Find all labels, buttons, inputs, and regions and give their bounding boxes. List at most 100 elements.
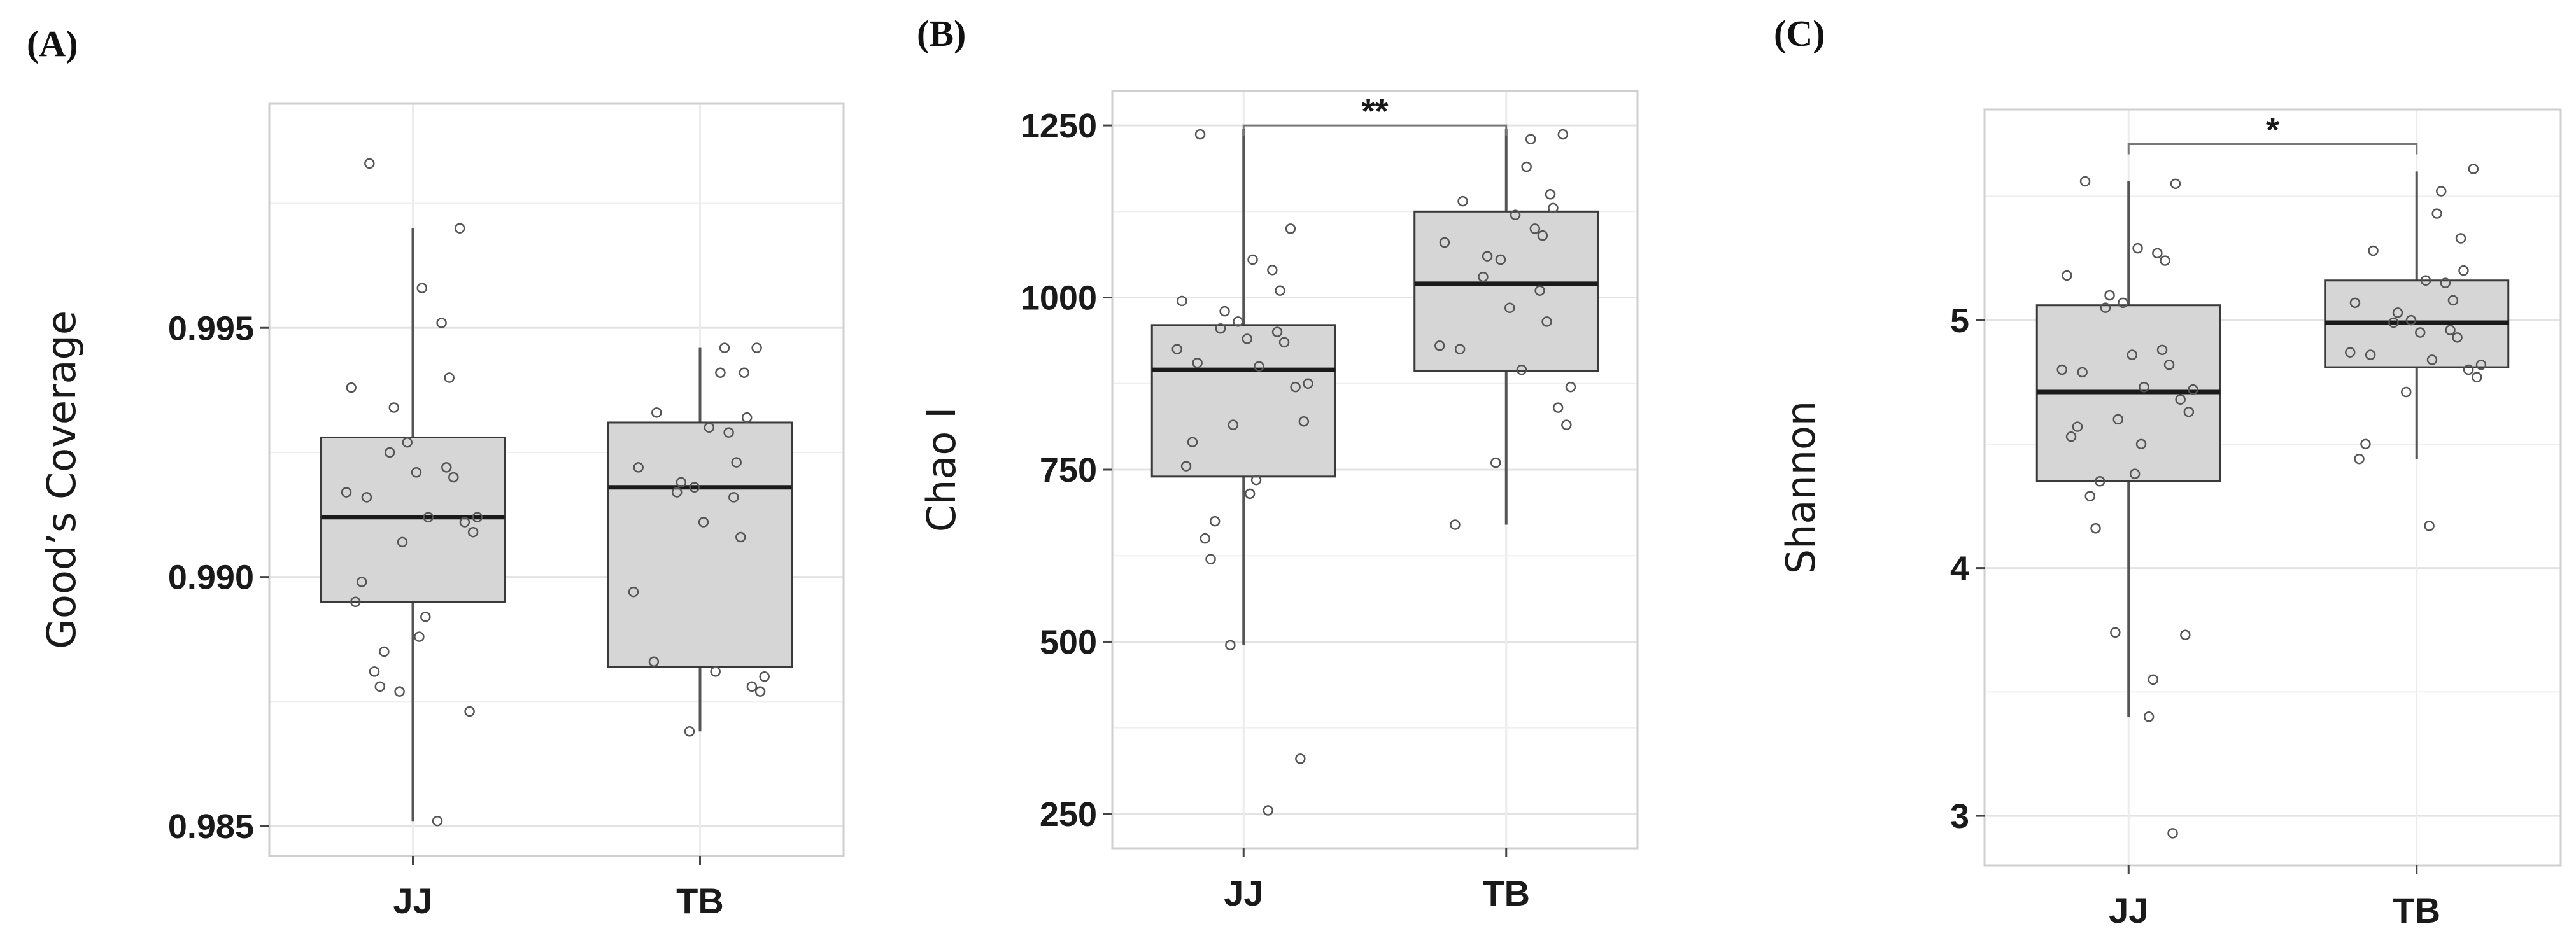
data-point (1541, 316, 1552, 327)
data-point (374, 681, 386, 692)
data-point (2436, 186, 2447, 197)
data-point (2129, 468, 2141, 479)
data-point (459, 517, 471, 528)
data-point (1192, 358, 1203, 368)
data-point (1457, 195, 1468, 207)
data-point (369, 666, 380, 677)
data-point (1525, 134, 1536, 144)
plot-area (1985, 109, 2561, 865)
data-point (2170, 178, 2181, 190)
data-point (1439, 237, 1450, 248)
data-point (1495, 254, 1506, 265)
data-point (710, 666, 721, 677)
data-point (1298, 416, 1310, 427)
data-point (1504, 302, 1515, 314)
data-point (2110, 627, 2121, 638)
points-tb (1434, 129, 1576, 530)
x-tick-label-jj: JJ (2109, 890, 2148, 930)
data-point (1247, 254, 1258, 265)
data-point (2472, 372, 2482, 382)
data-point (1228, 419, 1238, 430)
points-jj (2056, 176, 2198, 839)
data-point (416, 283, 428, 293)
panel-label-c: (C) (1774, 13, 1825, 54)
data-point (1263, 805, 1273, 816)
x-tick-label-tb: TB (1482, 873, 1530, 913)
plot-border (1983, 108, 2562, 867)
data-point (2388, 317, 2399, 328)
data-point (648, 656, 660, 667)
data-point (1490, 457, 1501, 468)
panel-label-a: (A) (27, 23, 78, 64)
data-point (741, 412, 753, 423)
data-point (2458, 265, 2469, 276)
data-point (1529, 223, 1541, 234)
y-tick-label: 0.995 (168, 309, 254, 347)
points-tb (628, 342, 770, 737)
data-point (472, 512, 483, 522)
data-point (1545, 189, 1556, 200)
y-tick-label: 500 (1040, 623, 1097, 661)
data-point (2365, 349, 2376, 360)
data-point (2392, 307, 2403, 318)
data-point (1275, 285, 1285, 296)
bracket-line (1242, 124, 1508, 136)
data-point (2188, 384, 2198, 395)
data-point (1534, 285, 1545, 296)
y-tick-label: 5 (1950, 302, 1969, 340)
data-point (1285, 223, 1296, 234)
x-tick-label-tb: TB (676, 881, 724, 921)
data-point (2349, 297, 2361, 309)
data-point (1278, 337, 1290, 348)
data-point (2139, 381, 2149, 393)
data-point (436, 318, 447, 328)
y-tick-label: 3 (1950, 797, 1969, 836)
data-point (2079, 176, 2091, 187)
data-point (1209, 515, 1221, 527)
panel-label-b: (B) (917, 13, 966, 54)
data-point (1194, 129, 1206, 140)
data-point (467, 526, 479, 538)
data-point (397, 536, 408, 548)
data-point (2360, 438, 2371, 450)
data-point (2132, 242, 2143, 254)
data-point (2468, 164, 2479, 174)
data-point (751, 342, 762, 353)
x-tick-label-jj: JJ (393, 881, 432, 921)
data-point (423, 512, 434, 522)
data-point (719, 342, 730, 353)
data-point (2094, 476, 2105, 487)
data-point (2127, 349, 2137, 360)
data-point (2148, 674, 2158, 685)
data-point (1434, 340, 1445, 351)
data-point (1510, 209, 1521, 220)
data-point (1171, 344, 1182, 354)
data-point (2135, 438, 2147, 450)
data-point (384, 447, 395, 458)
data-point (1482, 251, 1493, 262)
data-point (1537, 230, 1548, 241)
data-point (388, 402, 400, 413)
data-point (698, 517, 709, 528)
box-iqr (1413, 210, 1599, 372)
data-point (2056, 364, 2067, 375)
data-point (2440, 277, 2451, 288)
shannon-chart: * 3 4 5 JJ TB Shannon (1778, 108, 2562, 930)
data-point (364, 158, 375, 169)
data-point (684, 726, 695, 737)
data-point (454, 223, 465, 234)
data-point (1244, 488, 1256, 500)
bracket-line (2127, 143, 2418, 155)
data-point (1233, 316, 1243, 327)
data-point (464, 706, 475, 717)
y-tick-label: 4 (1950, 550, 1969, 588)
data-point (411, 467, 422, 478)
data-point (2452, 332, 2463, 343)
data-point (2163, 359, 2175, 370)
data-point (1450, 519, 1461, 530)
data-point (1557, 129, 1569, 140)
box-jj (2035, 181, 2221, 717)
data-point (1215, 323, 1226, 334)
chao1-chart: ** 250 500 750 1000 1250 JJ TB Chao I (918, 90, 1639, 913)
